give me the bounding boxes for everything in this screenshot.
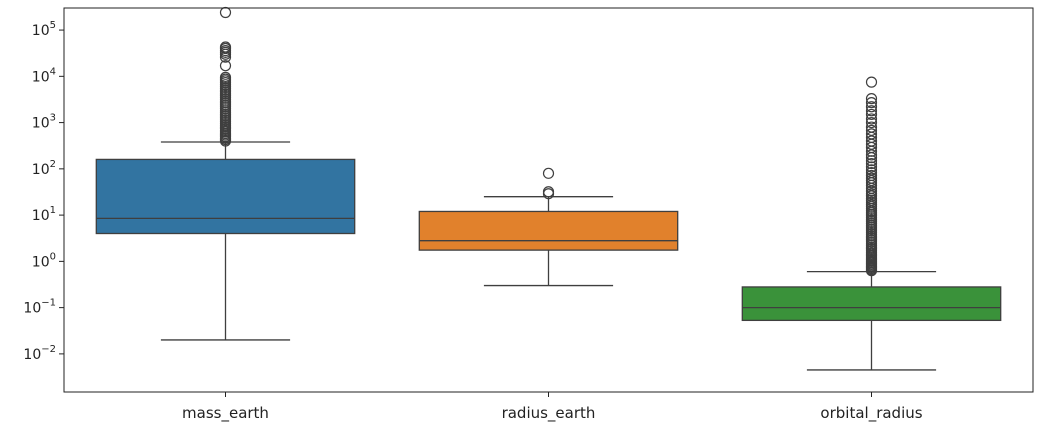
box-body <box>95 158 356 235</box>
outlier-point <box>865 161 878 173</box>
x-tick-label: mass_earth <box>182 404 269 423</box>
outlier-point <box>865 185 878 197</box>
box-body <box>741 286 1002 322</box>
outlier-point <box>865 121 878 133</box>
outlier-point <box>865 149 878 161</box>
outlier-point <box>865 108 878 121</box>
outlier-point <box>219 6 232 19</box>
outlier-point <box>865 93 878 105</box>
y-tick-label: 101 <box>32 205 56 224</box>
x-tick-label: radius_earth <box>502 404 596 423</box>
outlier-point <box>865 169 878 182</box>
box-orbital-radius <box>741 76 1002 371</box>
outlier-point <box>865 105 878 117</box>
y-tick-label: 100 <box>32 251 56 270</box>
outlier-point <box>542 167 555 179</box>
outlier-point <box>219 71 232 83</box>
outlier-point <box>865 166 878 179</box>
box-radius-earth <box>418 167 679 287</box>
y-tick-label: 10−2 <box>23 344 56 363</box>
x-axis: mass_earth radius_earth orbital_radius <box>182 392 923 423</box>
outlier-point <box>865 76 878 88</box>
y-tick-label: 10−1 <box>23 298 56 317</box>
box-series <box>95 6 1002 371</box>
outlier-point <box>542 186 555 198</box>
y-tick-label: 105 <box>32 20 56 39</box>
outlier-point <box>865 157 878 170</box>
outlier-point <box>865 188 878 200</box>
outlier-point <box>865 101 878 113</box>
outlier-point <box>219 60 232 72</box>
y-tick-label: 104 <box>32 66 56 85</box>
outlier-point <box>865 124 878 136</box>
outlier-point <box>219 41 232 53</box>
y-tick-label: 102 <box>32 159 56 178</box>
outlier-point <box>865 172 878 184</box>
plot-frame <box>63 7 1034 393</box>
box-mass-earth <box>95 6 356 341</box>
outlier-point <box>865 113 878 125</box>
outlier-point <box>865 164 878 176</box>
outlier-point <box>865 97 878 109</box>
box-body <box>418 210 679 251</box>
outlier-point <box>865 128 878 140</box>
y-axis: 10−2 10−1 100 101 102 103 104 105 <box>23 20 64 363</box>
y-tick-label: 103 <box>32 113 56 132</box>
outlier-point <box>865 135 878 147</box>
outlier-point <box>865 116 878 129</box>
x-tick-label: orbital_radius <box>820 404 922 423</box>
